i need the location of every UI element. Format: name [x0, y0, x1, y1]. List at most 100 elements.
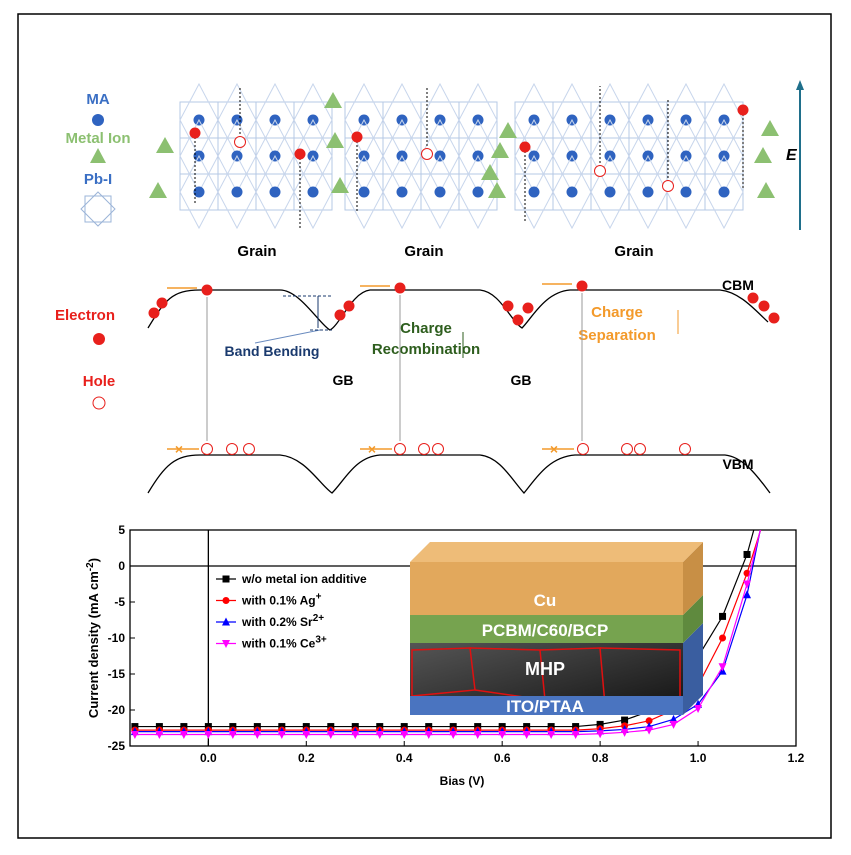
legend-name: w/o metal ion additive — [241, 572, 367, 586]
legend-pb-i: Pb-I — [84, 171, 112, 188]
hole — [680, 444, 691, 455]
y-tick-label: -5 — [114, 595, 125, 609]
marker — [694, 705, 702, 713]
hole-icon — [93, 397, 105, 409]
hole — [244, 444, 255, 455]
legend: w/o metal ion additivewith 0.1% Ag+with … — [216, 572, 367, 651]
electron — [520, 142, 531, 153]
pointer — [255, 330, 320, 343]
y-label-part: Current density (mA cm — [86, 571, 101, 718]
hole — [663, 181, 674, 192]
metal-ion — [324, 92, 342, 108]
x-tick-label: 1.0 — [690, 751, 707, 765]
legend-label: with 0.1% Ce3+ — [241, 635, 327, 651]
ma-ion — [529, 187, 540, 198]
field-label: E — [786, 147, 798, 164]
legend-sup: + — [316, 592, 322, 603]
blocked-mark: × — [175, 441, 183, 457]
electron — [523, 303, 534, 314]
marker — [758, 523, 765, 530]
electron — [503, 301, 514, 312]
hole — [433, 444, 444, 455]
metal-ion — [331, 177, 349, 193]
legend-name: with 0.1% Ce — [241, 637, 316, 651]
metal-ion — [156, 137, 174, 153]
metal-ion — [754, 147, 772, 163]
electron — [577, 281, 588, 292]
x-tick-label: 0.6 — [494, 751, 511, 765]
marker — [743, 581, 751, 589]
ma-ion — [435, 187, 446, 198]
recombination-label: Charge — [400, 320, 452, 337]
marker — [719, 635, 726, 642]
grain-label: Grain — [614, 243, 653, 260]
electron — [513, 315, 524, 326]
electron-icon — [93, 333, 105, 345]
hole — [595, 166, 606, 177]
y-axis-label: Current density (mA cm-2) — [85, 558, 101, 718]
ma-ion — [681, 187, 692, 198]
legend-ma: MA — [86, 91, 109, 108]
electron — [769, 313, 780, 324]
band-curves — [148, 290, 770, 493]
y-tick-label: 0 — [118, 559, 125, 573]
gb-label: GB — [511, 372, 532, 388]
electron — [157, 298, 168, 309]
hole — [202, 444, 213, 455]
marker — [719, 613, 726, 620]
field-arrowhead — [796, 80, 804, 90]
marker — [758, 521, 766, 529]
metal-ion-icon — [90, 148, 106, 163]
hole — [422, 149, 433, 160]
y-label-part: ) — [86, 558, 101, 562]
hole — [395, 444, 406, 455]
hole — [578, 444, 589, 455]
hole — [419, 444, 430, 455]
x-tick-label: 0.0 — [200, 751, 217, 765]
ma-ion — [473, 187, 484, 198]
y-tick-label: -15 — [108, 667, 126, 681]
metal-ion — [757, 182, 775, 198]
layer-label: PCBM/C60/BCP — [482, 621, 609, 640]
legend-name: with 0.2% Sr — [241, 615, 313, 629]
electron — [395, 283, 406, 294]
ma-ion — [194, 187, 205, 198]
electron — [149, 308, 160, 319]
layer-label: ITO/PTAA — [506, 697, 584, 716]
band-bending-label: Band Bending — [225, 343, 320, 359]
pb-i-icon — [81, 192, 115, 226]
electron — [190, 128, 201, 139]
y-tick-label: -25 — [108, 739, 126, 753]
hole-label: Hole — [83, 373, 116, 390]
legend-label: with 0.2% Sr2+ — [241, 613, 324, 629]
legend-label: w/o metal ion additive — [241, 572, 367, 586]
y-tick-label: -20 — [108, 703, 126, 717]
electron — [335, 310, 346, 321]
x-tick-label: 0.2 — [298, 751, 315, 765]
electron — [759, 301, 770, 312]
separation-label: Charge — [591, 304, 643, 321]
ma-ion — [397, 187, 408, 198]
blocked-mark: × — [550, 441, 558, 457]
electron — [202, 285, 213, 296]
electron-label: Electron — [55, 307, 115, 324]
electron — [738, 105, 749, 116]
ma-ion — [270, 187, 281, 198]
blocked-mark: × — [368, 441, 376, 457]
ma-ion — [308, 187, 319, 198]
legend-label: with 0.1% Ag+ — [241, 592, 322, 608]
ma-ion — [643, 187, 654, 198]
legend-sup: 2+ — [313, 613, 325, 624]
x-tick-label: 0.4 — [396, 751, 413, 765]
ma-ion — [605, 187, 616, 198]
device-inset: Cu PCBM/C60/BCP MHP ITO/PTAA — [410, 542, 703, 716]
ma-ion — [359, 187, 370, 198]
recombination-label: Recombination — [372, 341, 480, 358]
ma-ion — [719, 187, 730, 198]
marker — [719, 663, 727, 671]
legend-name: with 0.1% Ag — [241, 594, 316, 608]
electron — [295, 149, 306, 160]
hole — [622, 444, 633, 455]
metal-ion — [149, 182, 167, 198]
marker — [744, 551, 751, 558]
